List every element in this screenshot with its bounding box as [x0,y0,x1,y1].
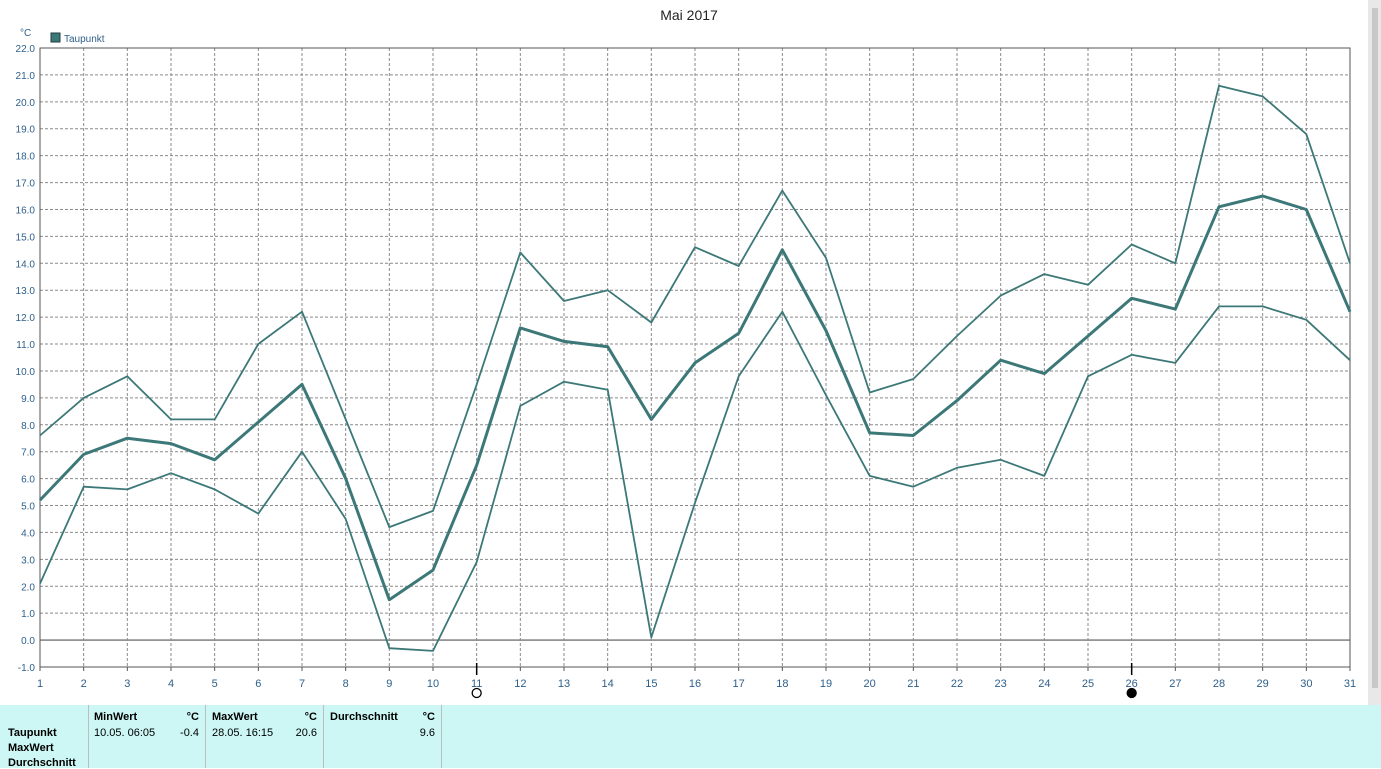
x-tick-label: 27 [1169,678,1181,690]
stats-panel: Taupunkt MaxWert Durchschnitt MinWert °C… [0,705,1381,769]
y-tick-label: 16.0 [16,205,36,216]
x-tick-label: 23 [995,678,1007,690]
x-tick-label: 11 [471,678,482,690]
y-tick-label: 13.0 [16,286,36,297]
series-line-avg [38,194,1352,602]
x-tick-label: 15 [645,678,657,690]
series-lines [38,84,1352,652]
moon-phase-markers [471,663,1137,699]
series-line-max [39,84,1351,528]
x-tick-label: 30 [1300,678,1312,690]
y-tick-label: 21.0 [16,71,36,82]
avg-header: Durchschnitt [330,711,398,723]
dewpoint-chart: Mai 2017 °C Taupunkt -1.0 0.0 1.0 2.0 3.0 4.0… [16,7,1356,699]
max-value: 20.6 [295,727,317,739]
min-column: MinWert °C 10.05. 06:05 -0.4 [89,705,205,768]
x-tick-label: 4 [168,678,174,690]
y-axis-unit: °C [20,28,31,39]
y-tick-label: 8.0 [21,421,35,432]
x-tick-label: 9 [386,678,392,690]
x-tick-label: 19 [820,678,832,690]
y-tick-label: 18.0 [16,152,36,163]
scrollbar-strip[interactable] [1368,0,1381,705]
x-tick-label: 29 [1257,678,1269,690]
y-tick-label: 2.0 [21,582,35,593]
min-unit: °C [186,711,199,723]
max-time: 28.05. 16:15 [212,727,274,739]
x-tick-label: 5 [212,678,218,690]
series-line-min [39,305,1351,652]
x-tick-label: 14 [602,678,614,690]
row-label-taupunkt: Taupunkt [8,727,57,739]
y-tick-label: 15.0 [16,232,36,243]
legend-label: Taupunkt [64,34,105,45]
x-tick-label: 16 [689,678,701,690]
avg-column: Durchschnitt °C 9.6 [324,705,441,768]
y-tick-label: 9.0 [21,394,35,405]
x-tick-label: 22 [951,678,963,690]
max-header: MaxWert [212,711,258,723]
x-tick-label: 12 [514,678,526,690]
y-tick-label: 10.0 [16,367,36,378]
y-tick-label: 22.0 [16,44,36,55]
x-tick-label: 6 [255,678,261,690]
x-tick-label: 21 [907,678,919,690]
x-tick-label: 1 [37,678,43,690]
y-tick-label: -1.0 [18,663,36,674]
y-tick-label: 14.0 [16,259,36,270]
x-tick-label: 18 [776,678,788,690]
y-tick-label: 0.0 [21,636,35,647]
new-moon-icon [1126,687,1137,699]
x-tick-label: 31 [1344,678,1356,690]
x-tick-label: 25 [1082,678,1094,690]
x-tick-label: 8 [343,678,349,690]
y-tick-label: 4.0 [21,528,35,539]
y-tick-label: 6.0 [21,475,35,486]
y-tick-label: 3.0 [21,555,35,566]
min-time: 10.05. 06:05 [94,727,156,739]
y-tick-label: 20.0 [16,98,36,109]
min-header: MinWert [94,711,138,723]
min-value: -0.4 [180,727,199,739]
x-tick-label: 26 [1126,678,1138,690]
x-tick-label: 20 [864,678,876,690]
y-tick-label: 5.0 [21,502,35,513]
x-tick-label: 3 [124,678,130,690]
x-tick-label: 7 [299,678,305,690]
y-tick-label: 19.0 [16,125,36,136]
x-tick-label: 28 [1213,678,1225,690]
x-tick-label: 10 [427,678,439,690]
avg-value: 9.6 [419,727,435,739]
plot-frame [39,47,1351,668]
x-tick-label: 13 [558,678,570,690]
full-moon-icon [471,687,482,699]
legend-swatch [50,32,61,43]
y-tick-label: 12.0 [16,313,36,324]
max-unit: °C [304,711,317,723]
x-tick-label: 17 [733,678,745,690]
grid [40,47,1350,668]
x-tick-label: 2 [81,678,87,690]
y-tick-label: 1.0 [21,609,35,620]
y-tick-label: 17.0 [16,179,36,190]
y-tick-label: 7.0 [21,448,35,459]
x-axis: 1 2 3 4 5 6 7 8 9 10 11 12 13 14 15 16 17 18 19 20 21 22 23 24 2… [37,667,1356,690]
max-column: MaxWert °C 28.05. 16:15 20.6 [206,705,323,768]
row-label-durchschnitt: Durchschnitt [8,757,76,769]
x-tick-label: 24 [1038,678,1050,690]
avg-unit: °C [422,711,435,723]
y-tick-label: 11.0 [16,340,35,351]
stats-row-labels: Taupunkt MaxWert Durchschnitt [0,705,88,769]
row-label-maxwert: MaxWert [8,742,54,754]
y-axis: -1.0 0.0 1.0 2.0 3.0 4.0 5.0 6.0 7.0 8.0 9.0 10.0 11… [16,44,36,674]
chart-title: Mai 2017 [660,7,718,23]
